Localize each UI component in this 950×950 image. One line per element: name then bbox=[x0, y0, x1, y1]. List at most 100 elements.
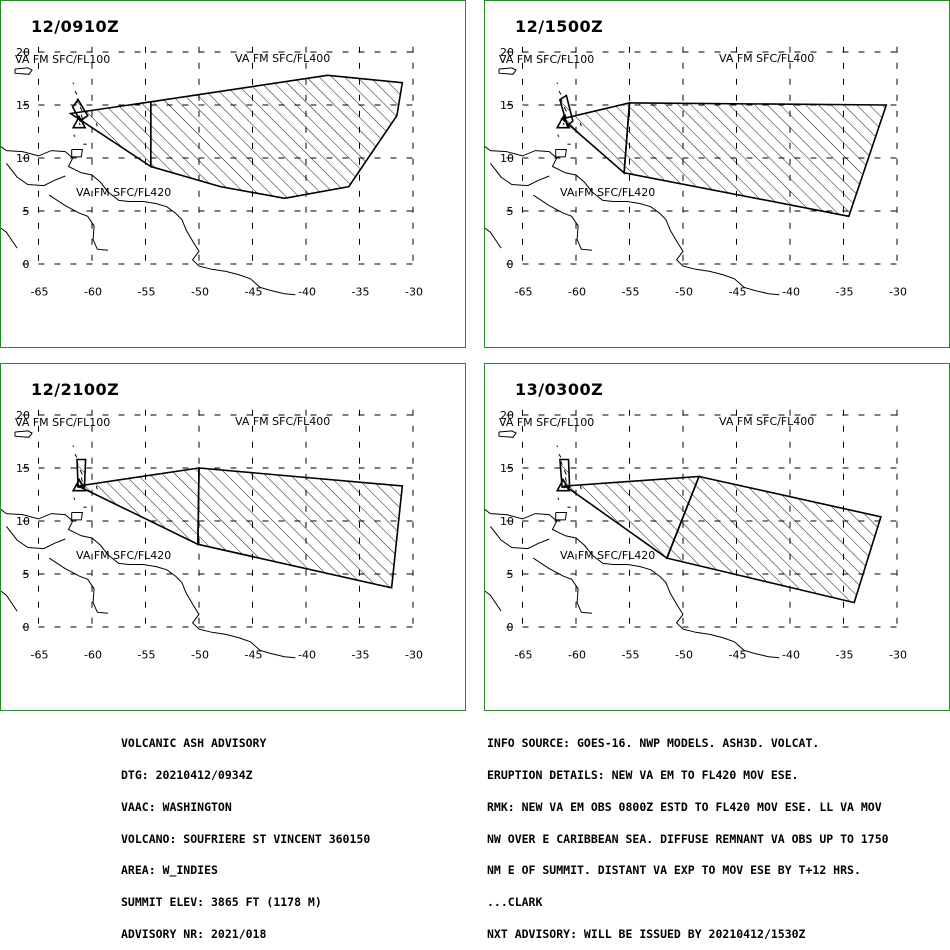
coastline bbox=[1, 227, 18, 249]
coastline bbox=[14, 430, 33, 438]
coastline bbox=[14, 67, 33, 75]
lat-tick-label: 15 bbox=[500, 99, 514, 112]
lat-tick-label: 10 bbox=[16, 152, 30, 165]
lat-tick-label: 5 bbox=[23, 205, 30, 218]
label-fl100: VA FM SFC/FL100 bbox=[15, 416, 110, 429]
volcano-triangle-icon bbox=[555, 115, 571, 129]
coastline bbox=[1, 509, 296, 659]
coastline bbox=[73, 134, 76, 138]
lon-tick-label: -30 bbox=[889, 285, 907, 298]
coastline bbox=[485, 227, 502, 249]
coastline bbox=[73, 497, 76, 501]
ash-region-fl400 bbox=[665, 475, 882, 604]
advisory-details: INFO SOURCE: GOES-16. NWP MODELS. ASH3D.… bbox=[487, 717, 889, 950]
coastline bbox=[71, 512, 83, 521]
lon-tick-label: -40 bbox=[298, 648, 316, 661]
lon-tick-label: -60 bbox=[84, 648, 102, 661]
coastline bbox=[1, 146, 296, 296]
label-fl420: VA FM SFC/FL420 bbox=[560, 549, 655, 562]
advisory-header: VOLCANIC ASH ADVISORY DTG: 20210412/0934… bbox=[121, 717, 370, 950]
lat-tick-label: 0 bbox=[507, 258, 514, 271]
coastline bbox=[498, 430, 517, 438]
advisory-title: VOLCANIC ASH ADVISORY bbox=[121, 736, 267, 751]
lat-tick-label: 20 bbox=[16, 409, 30, 422]
lon-tick-label: -35 bbox=[836, 648, 854, 661]
panel-time-label: 12/2100Z bbox=[31, 380, 120, 399]
lon-tick-label: -45 bbox=[729, 648, 747, 661]
coastline bbox=[485, 509, 780, 659]
coastline bbox=[558, 453, 562, 458]
label-fl100: VA FM SFC/FL100 bbox=[499, 53, 594, 66]
lat-tick-label: 0 bbox=[507, 621, 514, 634]
advisory-number: ADVISORY NR: 2021/018 bbox=[121, 926, 267, 941]
lon-tick-label: -60 bbox=[84, 285, 102, 298]
lon-tick-label: -55 bbox=[622, 285, 640, 298]
label-fl420: VA FM SFC/FL420 bbox=[76, 549, 171, 562]
coastline bbox=[556, 445, 559, 448]
ash-region-fl400 bbox=[150, 74, 404, 200]
lon-tick-label: -60 bbox=[568, 648, 586, 661]
label-fl420: VA FM SFC/FL420 bbox=[560, 186, 655, 199]
coastline bbox=[71, 149, 83, 158]
forecast-panel-2100z: -65 -60 -55 -50 -45 -40 -35 -30 0 5 10 15 20 VA FM SF… bbox=[0, 363, 466, 711]
label-fl400: VA FM SFC/FL400 bbox=[719, 52, 814, 65]
coastline bbox=[485, 590, 502, 612]
lat-tick-label: 10 bbox=[500, 152, 514, 165]
coastline bbox=[1, 590, 18, 612]
lat-tick-label: 15 bbox=[16, 99, 30, 112]
coastline bbox=[485, 146, 780, 296]
advisory-next: NXT ADVISORY: WILL BE ISSUED BY 20210412… bbox=[487, 926, 806, 941]
lon-tick-label: -40 bbox=[782, 648, 800, 661]
advisory-summit-elev: SUMMIT ELEV: 3865 FT (1178 M) bbox=[121, 895, 322, 910]
advisory-dtg: DTG: 20210412/0934Z bbox=[121, 767, 253, 782]
ash-region-fl100 bbox=[71, 98, 89, 123]
lat-tick-label: 20 bbox=[500, 46, 514, 59]
label-fl420: VA FM SFC/FL420 bbox=[76, 186, 171, 199]
advisory-vaac: VAAC: WASHINGTON bbox=[121, 799, 232, 814]
lon-tick-label: -50 bbox=[675, 285, 693, 298]
coastline bbox=[78, 122, 81, 126]
lon-tick-label: -55 bbox=[138, 285, 156, 298]
label-fl400: VA FM SFC/FL400 bbox=[235, 415, 330, 428]
lon-tick-label: -45 bbox=[729, 285, 747, 298]
lon-tick-label: -30 bbox=[405, 648, 423, 661]
coastline bbox=[555, 149, 567, 158]
label-fl400: VA FM SFC/FL400 bbox=[719, 415, 814, 428]
ash-region-fl420 bbox=[75, 467, 200, 546]
lon-tick-label: -65 bbox=[31, 648, 49, 661]
label-fl400: VA FM SFC/FL400 bbox=[235, 52, 330, 65]
coastline bbox=[555, 512, 567, 521]
forecast-panel-0910z: -65 -60 -55 -50 -45 -40 -35 -30 0 5 10 15 20 VA FM SF… bbox=[0, 0, 466, 348]
lon-tick-label: -50 bbox=[675, 648, 693, 661]
lon-tick-label: -45 bbox=[245, 648, 263, 661]
coastline bbox=[557, 134, 560, 138]
coastline bbox=[74, 453, 78, 458]
lon-tick-label: -35 bbox=[352, 285, 370, 298]
lon-tick-label: -55 bbox=[622, 648, 640, 661]
lon-tick-label: -45 bbox=[245, 285, 263, 298]
lon-tick-label: -65 bbox=[515, 285, 533, 298]
lon-tick-label: -35 bbox=[836, 285, 854, 298]
lon-tick-label: -35 bbox=[352, 648, 370, 661]
advisory-remarks-1: RMK: NEW VA EM OBS 0800Z ESTD TO FL420 M… bbox=[487, 799, 882, 814]
panel-time-label: 12/1500Z bbox=[515, 17, 604, 36]
lat-tick-label: 5 bbox=[507, 568, 514, 581]
forecast-panel-1500z: -65 -60 -55 -50 -45 -40 -35 -30 0 5 10 15 20 VA FM SF… bbox=[484, 0, 950, 348]
panel-time-label: 12/0910Z bbox=[31, 17, 120, 36]
coastline bbox=[48, 557, 109, 614]
advisory-eruption-details: ERUPTION DETAILS: NEW VA EM TO FL420 MOV… bbox=[487, 767, 799, 782]
lon-tick-label: -65 bbox=[515, 648, 533, 661]
coastline bbox=[72, 82, 75, 85]
advisory-info-source: INFO SOURCE: GOES-16. NWP MODELS. ASH3D.… bbox=[487, 736, 820, 751]
advisory-remarks-3: NM E OF SUMMIT. DISTANT VA EXP TO MOV ES… bbox=[487, 863, 861, 878]
lon-tick-label: -60 bbox=[568, 285, 586, 298]
volcano-triangle-icon bbox=[555, 478, 571, 492]
panel-time-label: 13/0300Z bbox=[515, 380, 604, 399]
lat-tick-label: 5 bbox=[507, 205, 514, 218]
ash-region-fl100 bbox=[558, 94, 574, 128]
lon-tick-label: -65 bbox=[31, 285, 49, 298]
